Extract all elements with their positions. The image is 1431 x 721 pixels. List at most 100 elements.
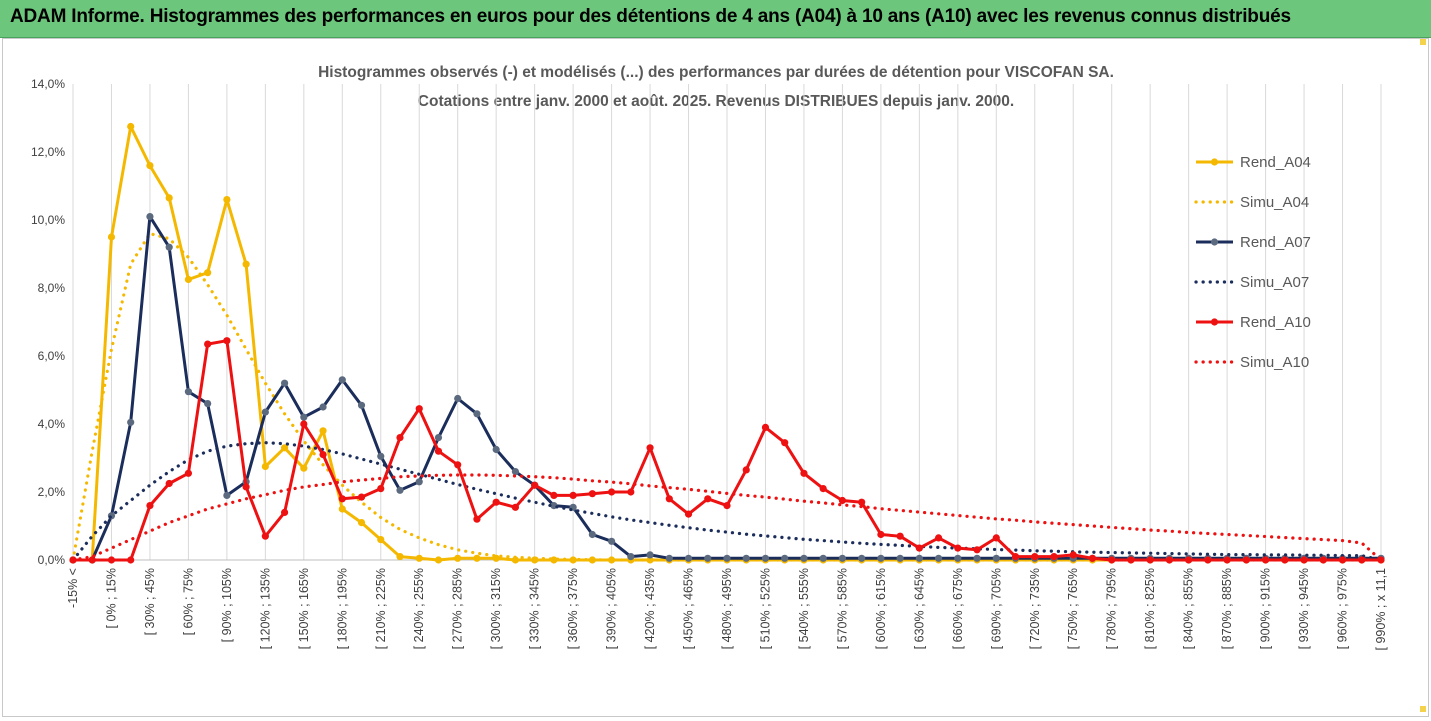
data-point	[300, 464, 308, 472]
data-point	[107, 556, 116, 564]
data-point	[954, 544, 962, 552]
data-point	[607, 488, 616, 496]
x-tick-label: [ 990% ; x 11,1	[1374, 568, 1388, 651]
data-point	[261, 408, 269, 416]
data-point	[550, 491, 558, 499]
data-point	[819, 554, 827, 562]
data-point	[684, 554, 693, 562]
data-point	[1338, 556, 1347, 564]
data-point	[646, 551, 654, 559]
data-point	[723, 502, 731, 510]
data-point	[223, 337, 231, 345]
legend-label-simu-a07: Simu_A07	[1240, 274, 1309, 291]
x-tick-label: [ 900% ; 915%	[1259, 568, 1273, 649]
data-point	[184, 275, 193, 284]
data-point	[280, 444, 289, 452]
x-tick-label: [ 300% ; 315%	[489, 568, 503, 649]
x-tick-label: [ 120% ; 135%	[258, 568, 272, 649]
data-point	[454, 461, 462, 469]
x-tick-label: [ 480% ; 495%	[720, 568, 734, 649]
data-point	[1204, 556, 1212, 564]
data-point	[954, 554, 962, 562]
x-tick-label: [ 270% ; 285%	[451, 568, 465, 649]
data-point	[146, 213, 154, 221]
legend-marker	[1210, 318, 1219, 326]
data-point	[204, 340, 212, 348]
chart-frame: Histogrammes observés (-) et modélisés (…	[2, 38, 1429, 717]
data-point	[761, 554, 770, 562]
data-point	[338, 376, 346, 384]
legend-marker	[1210, 158, 1219, 166]
data-point	[396, 486, 404, 494]
data-point	[607, 537, 616, 545]
x-tick-label: [ 510% ; 525%	[758, 568, 772, 649]
x-tick-label: [ 570% ; 585%	[835, 568, 849, 649]
x-tick-label: [ 330% ; 345%	[528, 568, 542, 649]
data-point	[357, 519, 366, 527]
data-point	[261, 532, 269, 540]
x-tick-label: [ 210% ; 225%	[374, 568, 388, 649]
data-point	[588, 490, 596, 498]
y-tick-label: 4,0%	[38, 417, 66, 431]
data-point	[1011, 553, 1020, 561]
series-simu-a10	[71, 473, 1383, 562]
data-point	[1031, 553, 1039, 561]
data-point	[454, 554, 462, 562]
y-tick-label: 10,0%	[31, 213, 65, 227]
legend-label-simu-a04: Simu_A04	[1240, 194, 1309, 211]
data-point	[838, 496, 847, 505]
data-point	[896, 554, 904, 562]
y-tick-label: 6,0%	[38, 349, 66, 363]
data-point	[377, 536, 385, 544]
header-bar: ADAM Informe. Histogrammes des performan…	[0, 0, 1431, 38]
corner-marker-top-right	[1420, 39, 1426, 45]
data-point	[877, 530, 885, 539]
data-point	[665, 495, 673, 503]
legend: Rend_A04 Simu_A04 Rend_A07 Simu_A07 Rend_A10…	[1194, 154, 1311, 371]
data-point	[127, 556, 135, 564]
data-point	[550, 556, 558, 564]
x-tick-label: [ 630% ; 645%	[912, 568, 926, 649]
series-simu-a07	[71, 441, 1383, 562]
data-point	[800, 554, 808, 562]
legend-label-simu-a10: Simu_A10	[1240, 354, 1309, 371]
data-point	[992, 554, 1000, 562]
data-point	[511, 468, 520, 476]
data-point	[204, 269, 212, 277]
data-point	[1050, 553, 1058, 561]
chart-svg: Histogrammes observés (-) et modélisés (…	[31, 64, 1388, 651]
data-point	[454, 394, 462, 403]
data-point	[819, 485, 827, 493]
y-tick-label: 12,0%	[31, 145, 65, 159]
chart-series	[69, 122, 1385, 564]
data-point	[838, 554, 847, 562]
data-point	[742, 466, 750, 474]
y-tick-label: 0,0%	[38, 553, 66, 567]
data-point	[415, 405, 423, 413]
data-point	[127, 122, 135, 131]
data-point	[357, 401, 366, 409]
data-point	[800, 469, 808, 477]
x-tick-label: [ 420% ; 435%	[643, 568, 657, 649]
data-point	[742, 554, 750, 562]
corner-marker-bottom-right	[1420, 706, 1426, 712]
x-tick-label: [ 30% ; 45%	[143, 568, 157, 635]
data-point	[146, 502, 154, 510]
data-point	[146, 162, 154, 170]
data-point	[300, 420, 308, 428]
data-point	[915, 554, 923, 562]
x-tick-label: [ 450% ; 465%	[682, 568, 696, 649]
x-axis: -15% < [ 0% ; 15% [ 30% ; 45% [ 60% ; 75% [ …	[66, 559, 1388, 651]
x-tick-label: [ 180% ; 195%	[335, 568, 349, 649]
data-point	[184, 469, 193, 477]
legend-label-rend-a07: Rend_A07	[1240, 234, 1311, 251]
data-point	[723, 554, 731, 562]
data-point	[223, 196, 231, 204]
x-tick-label: [ 240% ; 255%	[412, 568, 426, 649]
data-point	[1300, 556, 1308, 564]
data-point	[1069, 551, 1077, 559]
x-tick-label: [ 960% ; 975%	[1336, 568, 1350, 649]
x-tick-label: [ 750% ; 765%	[1066, 568, 1080, 649]
data-point	[1281, 556, 1289, 564]
data-point	[1108, 556, 1116, 564]
